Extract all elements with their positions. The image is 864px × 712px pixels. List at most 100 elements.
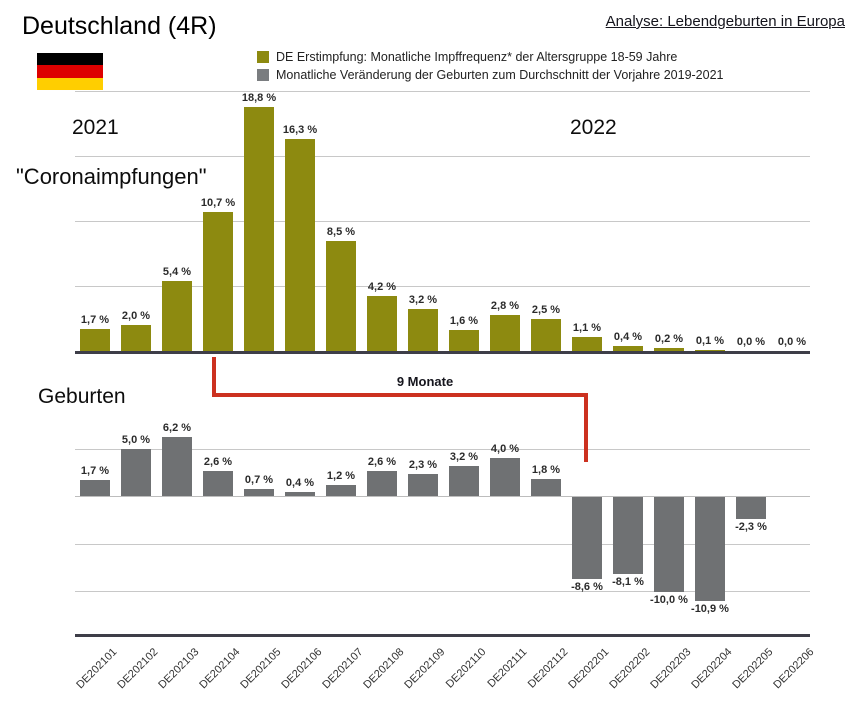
vaccinations-value-label: 3,2 % bbox=[408, 294, 438, 307]
births-value-label: -8,1 % bbox=[612, 575, 644, 588]
axis-line bbox=[75, 634, 810, 637]
vaccinations-value-label: 0,2 % bbox=[654, 333, 684, 346]
vaccinations-value-label: 2,8 % bbox=[490, 299, 520, 312]
births-value-label: 1,8 % bbox=[531, 463, 561, 476]
births-value-label: 2,6 % bbox=[367, 456, 397, 469]
births-bar bbox=[408, 474, 438, 496]
births-bar bbox=[162, 437, 192, 496]
flag-stripe-black bbox=[37, 53, 103, 66]
gridline bbox=[75, 91, 810, 92]
vaccinations-bar bbox=[285, 139, 315, 351]
vaccinations-bar bbox=[326, 240, 356, 351]
births-bar bbox=[244, 489, 274, 496]
germany-flag-icon bbox=[37, 53, 103, 90]
gridline bbox=[75, 544, 810, 545]
vaccinations-value-label: 4,2 % bbox=[367, 281, 397, 294]
vaccinations-bar bbox=[490, 314, 520, 351]
legend-label-births: Monatliche Veränderung der Geburten zum … bbox=[276, 68, 724, 82]
vaccinations-value-label: 0,1 % bbox=[695, 334, 725, 347]
legend-item-vaccinations: DE Erstimpfung: Monatliche Impffrequenz*… bbox=[257, 50, 724, 64]
births-bar bbox=[121, 448, 151, 496]
births-bar bbox=[367, 471, 397, 496]
vaccinations-bar bbox=[121, 325, 151, 351]
vaccinations-bar bbox=[654, 348, 684, 351]
chart-legend: DE Erstimpfung: Monatliche Impffrequenz*… bbox=[257, 50, 724, 86]
births-value-label: -8,6 % bbox=[571, 580, 603, 593]
flag-stripe-gold bbox=[37, 77, 103, 90]
births-bar bbox=[695, 497, 725, 601]
vaccinations-bar bbox=[244, 106, 274, 351]
vaccinations-value-label: 0,0 % bbox=[736, 336, 766, 348]
vaccinations-bar bbox=[449, 330, 479, 351]
year-label-2021: 2021 bbox=[72, 116, 119, 139]
births-bar bbox=[203, 471, 233, 496]
births-value-label: 3,2 % bbox=[449, 450, 479, 463]
vaccinations-value-label: 8,5 % bbox=[326, 225, 356, 238]
flag-stripe-red bbox=[37, 65, 103, 78]
births-value-label: -10,0 % bbox=[650, 594, 688, 606]
nine-months-connector-end bbox=[584, 393, 588, 462]
vaccinations-bar bbox=[531, 318, 561, 351]
births-bar bbox=[531, 478, 561, 496]
vaccination-series-swatch-icon bbox=[257, 51, 269, 63]
births-bar bbox=[80, 479, 110, 496]
vaccinations-value-label: 0,0 % bbox=[777, 336, 807, 348]
vaccinations-bar bbox=[80, 328, 110, 351]
vaccinations-value-label: 1,1 % bbox=[572, 321, 602, 334]
vaccinations-bar bbox=[367, 296, 397, 351]
births-bar bbox=[736, 497, 766, 519]
vaccinations-value-label: 1,7 % bbox=[80, 313, 110, 326]
vaccinations-value-label: 10,7 % bbox=[200, 196, 236, 209]
births-bar bbox=[285, 492, 315, 496]
births-value-label: 6,2 % bbox=[162, 422, 192, 435]
vaccinations-value-label: 2,0 % bbox=[121, 310, 151, 322]
gridline bbox=[75, 221, 810, 222]
births-value-label: -2,3 % bbox=[735, 520, 767, 533]
axis-line bbox=[75, 351, 810, 354]
vaccinations-value-label: 0,4 % bbox=[613, 330, 643, 343]
legend-item-births: Monatliche Veränderung der Geburten zum … bbox=[257, 68, 724, 82]
vaccinations-bar bbox=[203, 211, 233, 351]
gridline bbox=[75, 156, 810, 157]
analysis-source-link[interactable]: Analyse: Lebendgeburten in Europa bbox=[605, 13, 845, 30]
vaccinations-value-label: 5,4 % bbox=[162, 265, 192, 278]
nine-months-connector-start bbox=[212, 357, 216, 396]
births-value-label: 2,6 % bbox=[203, 456, 233, 469]
gridline bbox=[75, 449, 810, 450]
zero-line bbox=[75, 496, 810, 497]
births-value-label: -10,9 % bbox=[691, 602, 729, 615]
gridline bbox=[75, 591, 810, 592]
births-value-label: 4,0 % bbox=[490, 443, 520, 455]
vaccinations-value-label: 2,5 % bbox=[531, 303, 561, 316]
births-bar bbox=[654, 497, 684, 592]
births-value-label: 0,7 % bbox=[244, 474, 274, 487]
births-bar bbox=[449, 465, 479, 496]
births-value-label: 5,0 % bbox=[121, 433, 151, 446]
vaccinations-value-label: 18,8 % bbox=[241, 91, 277, 104]
vaccinations-value-label: 1,6 % bbox=[449, 315, 479, 328]
births-bar bbox=[490, 458, 520, 496]
vaccinations-bar bbox=[408, 309, 438, 351]
vaccinations-bar bbox=[695, 349, 725, 351]
births-bar bbox=[613, 497, 643, 574]
vaccinations-bar bbox=[613, 345, 643, 351]
vaccinations-value-label: 16,3 % bbox=[282, 124, 318, 137]
births-bar bbox=[326, 484, 356, 496]
nine-months-connector-horizontal bbox=[212, 393, 588, 397]
births-value-label: 1,7 % bbox=[80, 464, 110, 477]
nine-months-label: 9 Monate bbox=[396, 374, 454, 389]
births-value-label: 2,3 % bbox=[408, 459, 438, 472]
births-section-label: Geburten bbox=[38, 385, 126, 408]
vaccinations-bar bbox=[572, 336, 602, 351]
year-label-2022: 2022 bbox=[570, 116, 617, 139]
vaccinations-bar bbox=[162, 280, 192, 351]
births-series-swatch-icon bbox=[257, 69, 269, 81]
page-title: Deutschland (4R) bbox=[22, 12, 217, 40]
legend-label-vaccinations: DE Erstimpfung: Monatliche Impffrequenz*… bbox=[276, 50, 678, 64]
births-bar bbox=[572, 497, 602, 579]
births-value-label: 1,2 % bbox=[326, 469, 356, 482]
gridline bbox=[75, 286, 810, 287]
vaccinations-section-label: "Coronaimpfungen" bbox=[16, 164, 207, 189]
births-value-label: 0,4 % bbox=[285, 477, 315, 490]
